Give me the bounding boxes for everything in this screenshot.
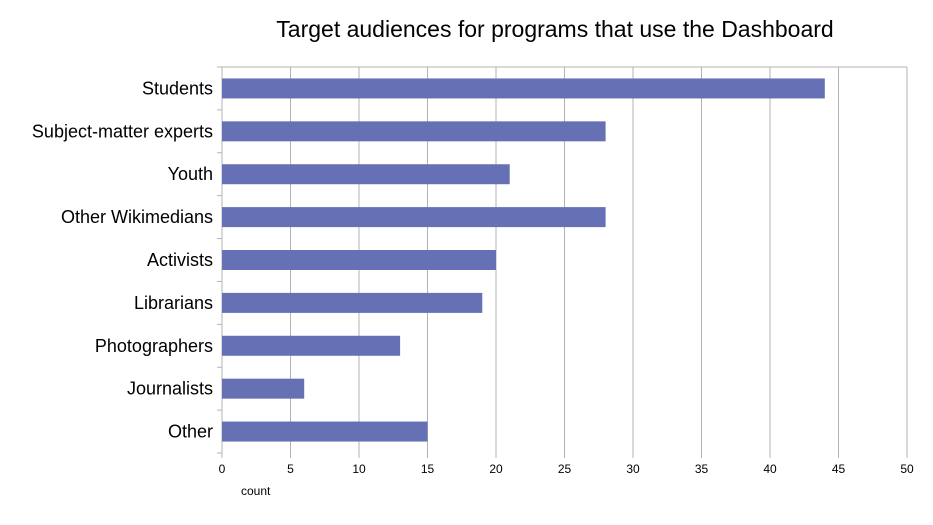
- bar: [222, 335, 401, 356]
- bar: [222, 378, 305, 399]
- category-labels: Students Subject-matter experts Youth Other…: [32, 78, 213, 441]
- bar: [222, 78, 825, 99]
- x-tick-label: 50: [900, 462, 914, 476]
- category-label: Activists: [147, 250, 213, 270]
- bars: [222, 78, 825, 442]
- category-label: Students: [142, 78, 213, 98]
- x-tick-label: 0: [219, 462, 226, 476]
- category-label: Photographers: [95, 336, 213, 356]
- category-label: Librarians: [134, 293, 213, 313]
- bar: [222, 421, 428, 442]
- category-label: Subject-matter experts: [32, 121, 213, 141]
- category-label: Other: [168, 422, 213, 442]
- x-tick-label: 15: [421, 462, 435, 476]
- x-tick-label: 35: [695, 462, 709, 476]
- bar: [222, 250, 496, 270]
- x-tick-label: 40: [763, 462, 777, 476]
- x-tick-label: 45: [832, 462, 846, 476]
- category-label: Youth: [168, 164, 213, 184]
- bar: [222, 121, 606, 142]
- bar: [222, 292, 483, 313]
- category-label: Other Wikimedians: [61, 207, 213, 227]
- x-tick-label: 25: [558, 462, 572, 476]
- category-label: Journalists: [127, 379, 213, 399]
- x-tick-label: 10: [352, 462, 366, 476]
- x-tick-label: 5: [287, 462, 294, 476]
- bar: [222, 207, 606, 228]
- chart-title: Target audiences for programs that use t…: [276, 16, 834, 42]
- x-axis-title: count: [241, 484, 271, 498]
- x-tick-label: 20: [489, 462, 503, 476]
- x-tick-labels: 0 5 10 15 20 25 30 35 40 45 50: [219, 462, 914, 476]
- x-tick-label: 30: [626, 462, 640, 476]
- bar: [222, 164, 510, 185]
